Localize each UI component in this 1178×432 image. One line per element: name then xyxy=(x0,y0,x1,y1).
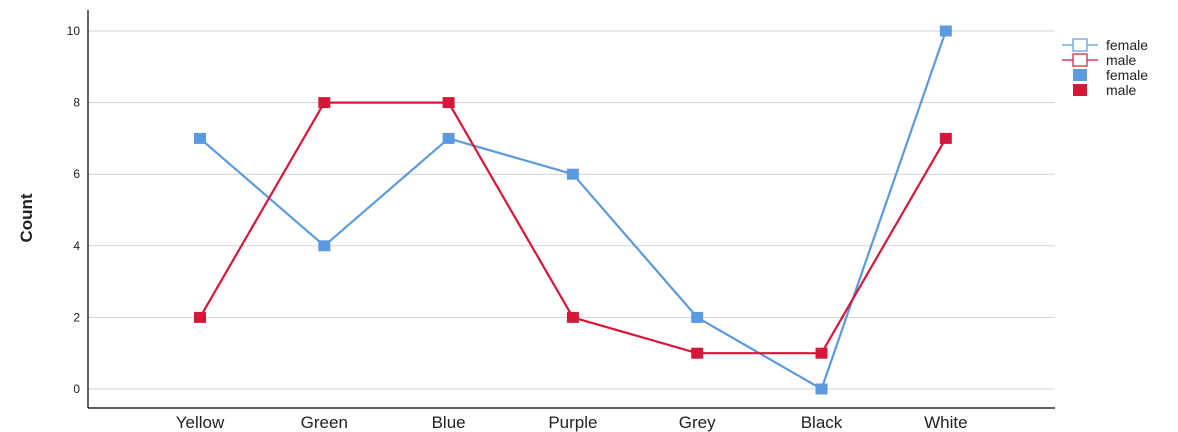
legend-label: female xyxy=(1106,67,1148,83)
legend-filled-marker xyxy=(1073,69,1087,81)
axes xyxy=(87,10,1055,409)
data-point xyxy=(442,97,455,109)
data-point xyxy=(939,25,952,37)
legend-entry: female xyxy=(1073,67,1148,83)
series xyxy=(194,25,952,395)
y-tick-label: 10 xyxy=(67,24,81,38)
x-tick-label: Black xyxy=(801,413,843,432)
grid xyxy=(88,30,1055,390)
y-axis-label: Count xyxy=(17,193,36,242)
series-female xyxy=(194,25,952,395)
legend-entry: female xyxy=(1062,37,1148,53)
y-tick-label: 4 xyxy=(73,239,80,253)
data-point xyxy=(691,347,704,359)
x-tick-label: Purple xyxy=(548,413,597,432)
data-point xyxy=(815,347,828,359)
x-tick-labels: Yellow Green Blue Purple Grey Black White xyxy=(176,413,968,432)
legend-label: male xyxy=(1106,82,1137,98)
legend-hollow-marker xyxy=(1072,53,1088,67)
data-point xyxy=(566,311,579,323)
x-tick-label: Grey xyxy=(679,413,716,432)
y-tick-labels: 0 2 4 6 8 10 xyxy=(67,24,81,396)
y-tick-label: 2 xyxy=(73,310,80,324)
y-tick-label: 8 xyxy=(73,96,80,110)
data-point xyxy=(939,132,952,144)
x-tick-label: Blue xyxy=(432,413,466,432)
y-tick-label: 6 xyxy=(73,167,80,181)
x-tick-label: White xyxy=(924,413,967,432)
data-point xyxy=(318,240,331,252)
series-male xyxy=(194,97,952,359)
data-point xyxy=(442,132,455,144)
legend-hollow-marker xyxy=(1072,38,1088,52)
data-point xyxy=(691,311,704,323)
legend-filled-marker xyxy=(1073,84,1087,96)
legend-entry: male xyxy=(1073,82,1137,98)
data-point xyxy=(566,168,579,180)
data-point xyxy=(194,311,206,323)
y-tick-label: 0 xyxy=(73,382,80,396)
data-point xyxy=(318,97,331,109)
data-point xyxy=(194,132,206,144)
series-line xyxy=(199,30,947,391)
legend-label: male xyxy=(1106,52,1137,68)
data-point xyxy=(815,383,828,395)
legend-entry: male xyxy=(1062,52,1137,68)
x-tick-label: Green xyxy=(301,413,348,432)
x-tick-label: Yellow xyxy=(176,413,225,432)
legend-label: female xyxy=(1106,37,1148,53)
